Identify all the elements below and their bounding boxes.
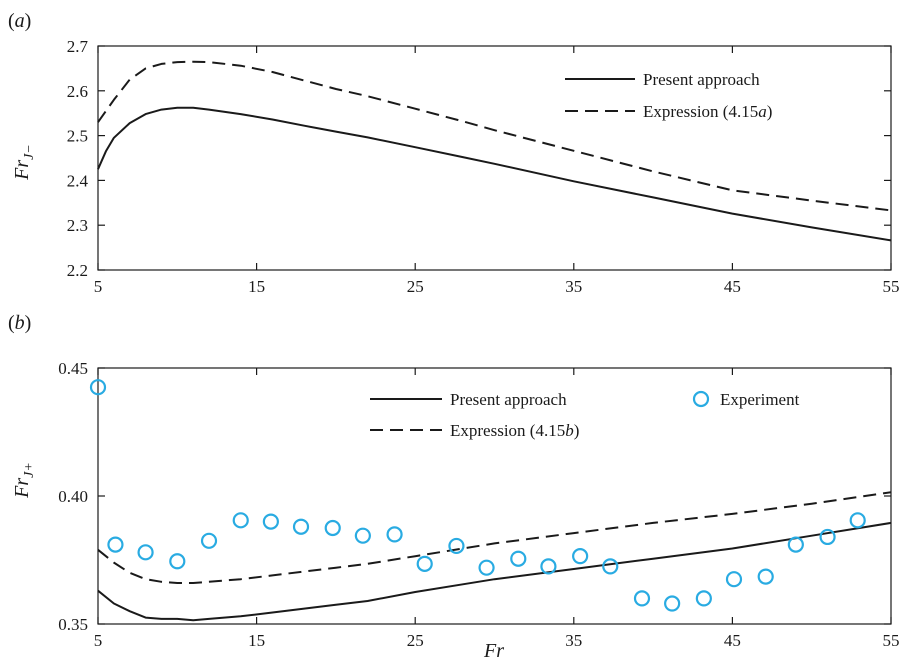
x-tick-label: 35 xyxy=(565,277,582,296)
experiment-point xyxy=(540,558,557,575)
legend-marker-experiment xyxy=(692,390,710,408)
x-tick-label: 45 xyxy=(724,631,741,650)
x-tick-label: 35 xyxy=(565,631,582,650)
x-tick-label: 25 xyxy=(407,277,424,296)
experiment-point xyxy=(169,553,186,570)
experiment-point xyxy=(107,536,124,553)
panel-b-label: (b) xyxy=(8,312,31,334)
experiment-point xyxy=(448,537,465,555)
x-tick-label: 55 xyxy=(883,631,900,650)
series-line-present-approach xyxy=(97,521,892,622)
experiment-point xyxy=(478,559,495,576)
y-tick-label: 0.45 xyxy=(58,359,88,378)
y-tick-label: 0.40 xyxy=(58,487,88,506)
experiment-point xyxy=(386,526,403,543)
experiment-point xyxy=(849,512,866,529)
panel-a-label: (a) xyxy=(8,10,31,32)
legend-label-expression-b: Expression (4.15b) xyxy=(450,421,579,440)
experiment-point xyxy=(416,555,433,572)
y-tick-label: 2.7 xyxy=(67,37,89,56)
x-tick-label: 5 xyxy=(94,277,103,296)
experiment-point xyxy=(602,558,619,575)
experiment-point xyxy=(137,544,154,561)
y-tick-label: 2.4 xyxy=(67,171,89,190)
y-tick-label: 2.5 xyxy=(67,127,88,146)
panel-a-legend: Present approach Expression (4.15a) xyxy=(565,70,772,121)
legend-label-expression-a: Expression (4.15a) xyxy=(643,102,772,121)
panel-a-plot-area xyxy=(97,60,892,242)
experiment-point xyxy=(695,590,712,607)
panel-b: (b) FrJ+ 5 15 25 35 45 55 0.35 0.40 0.45 Present… xyxy=(8,312,900,662)
x-tick-label: 25 xyxy=(407,631,424,650)
x-axis-label: Fr xyxy=(483,640,504,662)
series-line-expression-4-15b xyxy=(97,491,892,584)
experiment-point xyxy=(787,536,804,553)
panel-a-y-axis-label: FrJ− xyxy=(11,144,37,181)
experiment-point xyxy=(262,513,279,530)
experiment-point xyxy=(89,379,107,396)
panel-a: (a) FrJ− 5 15 25 35 45 55 2.2 2.3 2.4 2.5 2.6 2.7 P… xyxy=(8,10,900,296)
panel-b-y-axis-label: FrJ+ xyxy=(11,462,37,499)
legend-label-present-approach: Present approach xyxy=(450,390,567,409)
experiment-point xyxy=(633,590,651,607)
experiment-point xyxy=(292,518,310,535)
experiment-point xyxy=(572,548,589,565)
panel-b-legend: Present approach Expression (4.15b) Expe… xyxy=(370,390,800,440)
legend-label-experiment: Experiment xyxy=(720,390,800,409)
panel-a-frame xyxy=(97,45,892,271)
series-line-present-approach xyxy=(97,106,892,242)
experiment-point xyxy=(232,512,249,529)
x-tick-label: 15 xyxy=(248,277,265,296)
experiment-point xyxy=(757,568,774,585)
series-line-expression-4-15a xyxy=(97,60,892,212)
panel-b-ticks: 5 15 25 35 45 55 0.35 0.40 0.45 xyxy=(58,359,899,650)
panel-b-plot-area xyxy=(89,379,892,622)
experiment-point xyxy=(510,550,527,567)
x-tick-label: 5 xyxy=(94,631,103,650)
experiment-point xyxy=(725,571,743,588)
experiment-point xyxy=(324,519,341,537)
x-tick-label: 45 xyxy=(724,277,741,296)
experiment-point xyxy=(354,527,371,544)
y-tick-label: 2.2 xyxy=(67,261,88,280)
y-tick-label: 2.6 xyxy=(67,82,88,101)
y-tick-label: 0.35 xyxy=(58,615,88,634)
experiment-point xyxy=(819,528,836,546)
experiment-point xyxy=(664,595,681,612)
panel-a-ticks: 5 15 25 35 45 55 2.2 2.3 2.4 2.5 2.6 2.7 xyxy=(67,37,900,296)
y-tick-label: 2.3 xyxy=(67,216,88,235)
x-tick-label: 15 xyxy=(248,631,265,650)
x-tick-label: 55 xyxy=(883,277,900,296)
experiment-point xyxy=(200,532,218,549)
legend-label-present-approach: Present approach xyxy=(643,70,760,89)
